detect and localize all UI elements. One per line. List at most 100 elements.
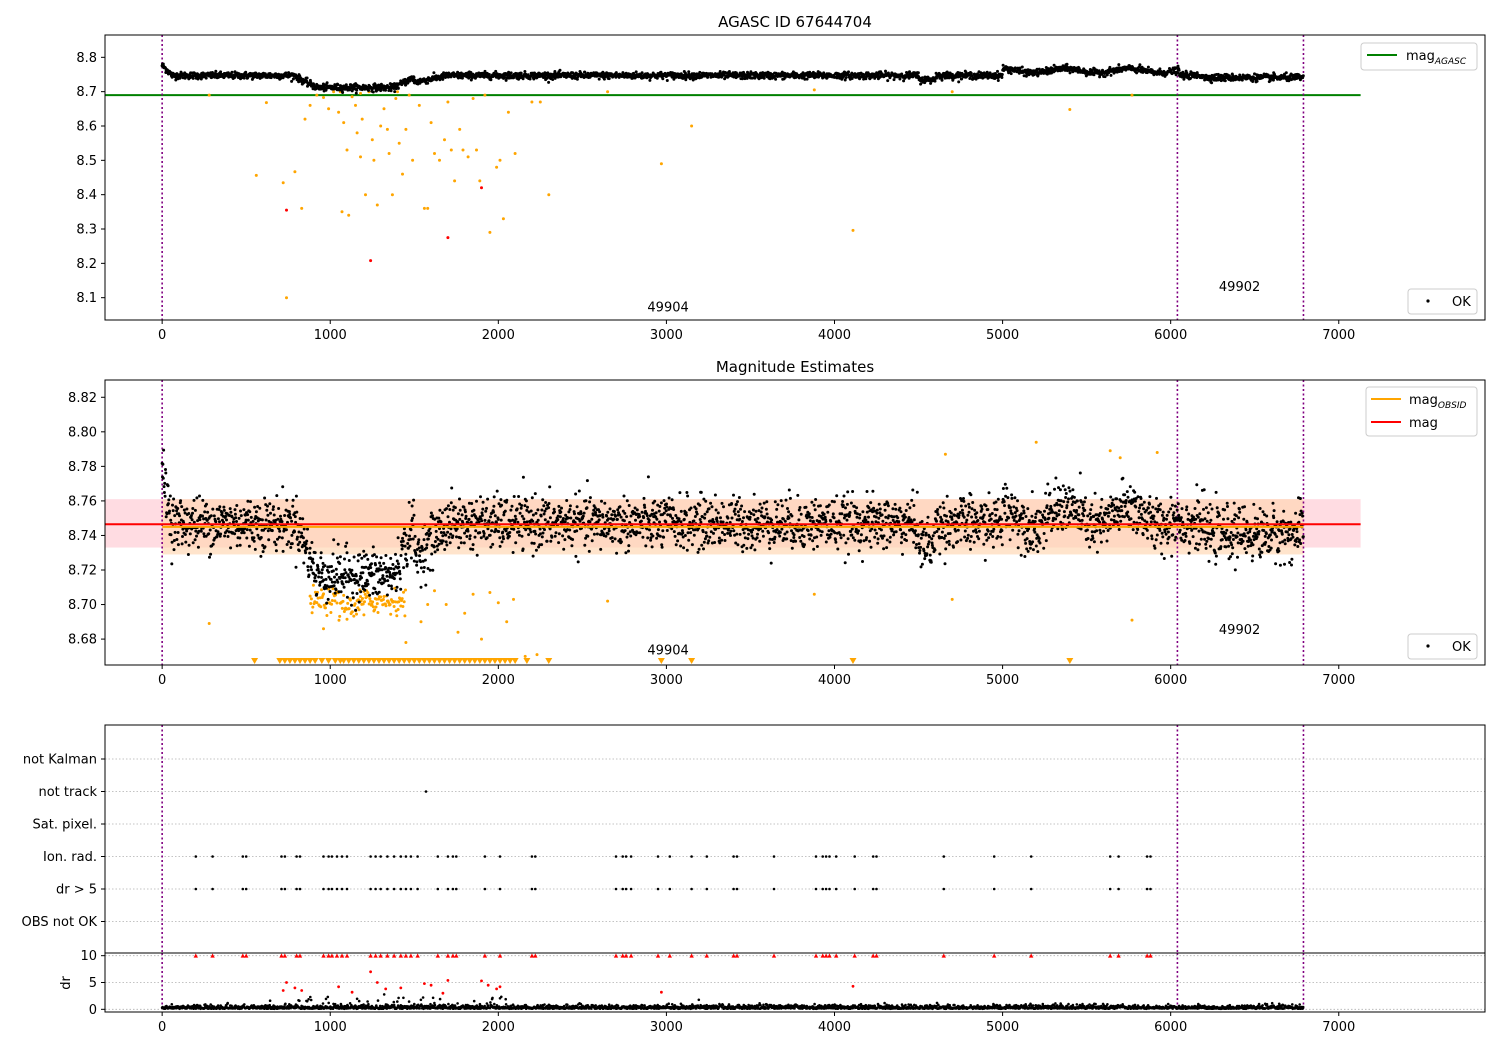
ok-point [568,528,572,532]
ok-point [201,514,204,518]
ok-point [294,494,298,498]
ok-point [228,507,232,511]
ok-point [327,575,331,579]
suspect-point [401,172,404,176]
ok-point [278,529,282,533]
ok-point [380,568,384,572]
suspect-point [426,206,430,210]
ok-point [396,86,400,90]
ok-point [445,543,449,547]
ok-point [697,547,701,551]
suspect-point [346,601,350,605]
ok-point [638,531,642,535]
suspect-point [392,605,396,608]
ok-point [1238,73,1242,77]
ok-point [703,512,707,516]
ok-point [676,539,680,543]
suspect-point [330,599,334,602]
ok-point [534,532,538,536]
ok-point [335,572,339,576]
ok-point [405,562,409,566]
suspect-point [496,601,500,605]
ok-point [610,513,614,517]
ok-point [218,520,221,524]
ok-point [357,600,361,604]
ok-point [632,71,636,75]
suspect-point [373,608,377,612]
suspect-point [363,592,367,596]
ok-point [526,505,529,509]
ok-point [607,517,610,521]
ok-point [297,530,301,534]
suspect-point [404,588,407,592]
suspect-point [362,613,366,617]
suspect-point [361,597,364,600]
ok-point [738,532,742,536]
ok-point [732,529,736,533]
ok-point [738,517,742,521]
ok-point [456,70,460,74]
ok-point [294,73,298,77]
ok-point [405,558,409,562]
ok-point [640,71,644,75]
ok-point [318,583,322,587]
ok-point [195,534,198,538]
ok-point [334,588,338,592]
ok-point [503,76,507,80]
ok-point [908,70,911,74]
ok-point [260,518,264,522]
ok-point [536,518,540,522]
ok-point [588,520,592,524]
ok-point [264,518,268,522]
bad-point [446,236,450,240]
ok-point [173,514,177,518]
ok-point [289,546,293,549]
ok-point [416,570,420,574]
suspect-point [308,594,312,598]
suspect-point [480,637,483,641]
ok-point [876,73,880,77]
ok-point [542,512,546,516]
ok-point [646,536,650,540]
ok-point [301,536,305,540]
ok-point [484,509,488,513]
ok-point [737,514,741,518]
ok-point [229,510,233,514]
ok-point [398,572,402,576]
ok-point [493,530,497,534]
ok-point [629,514,633,518]
ok-point [553,534,557,538]
ok-point [737,496,741,499]
ok-point [751,536,755,540]
ok-point [490,529,494,533]
ok-point [247,544,251,548]
suspect-point [690,124,694,128]
ok-point [615,517,619,521]
ok-point [634,518,637,522]
ok-point [385,574,389,578]
ok-point [627,544,631,548]
ok-point [808,70,812,74]
ok-point [681,535,685,539]
ok-point [1045,72,1049,76]
ok-point [373,587,377,591]
suspect-point [337,110,341,114]
ok-point [415,560,419,564]
ok-point [732,509,736,513]
ok-point [388,575,392,579]
ok-point [516,520,520,524]
ok-point [539,514,543,518]
ok-point [266,529,270,533]
ok-point [639,519,643,523]
ok-point [308,546,312,550]
ok-point [651,534,655,538]
ok-point [371,591,375,595]
ok-point [549,539,553,543]
ok-point [494,69,498,73]
ok-point [478,531,482,535]
ok-point [584,536,588,540]
ok-point [324,88,328,92]
ok-point [248,528,252,532]
ok-point [688,520,692,524]
ok-point [531,519,535,523]
